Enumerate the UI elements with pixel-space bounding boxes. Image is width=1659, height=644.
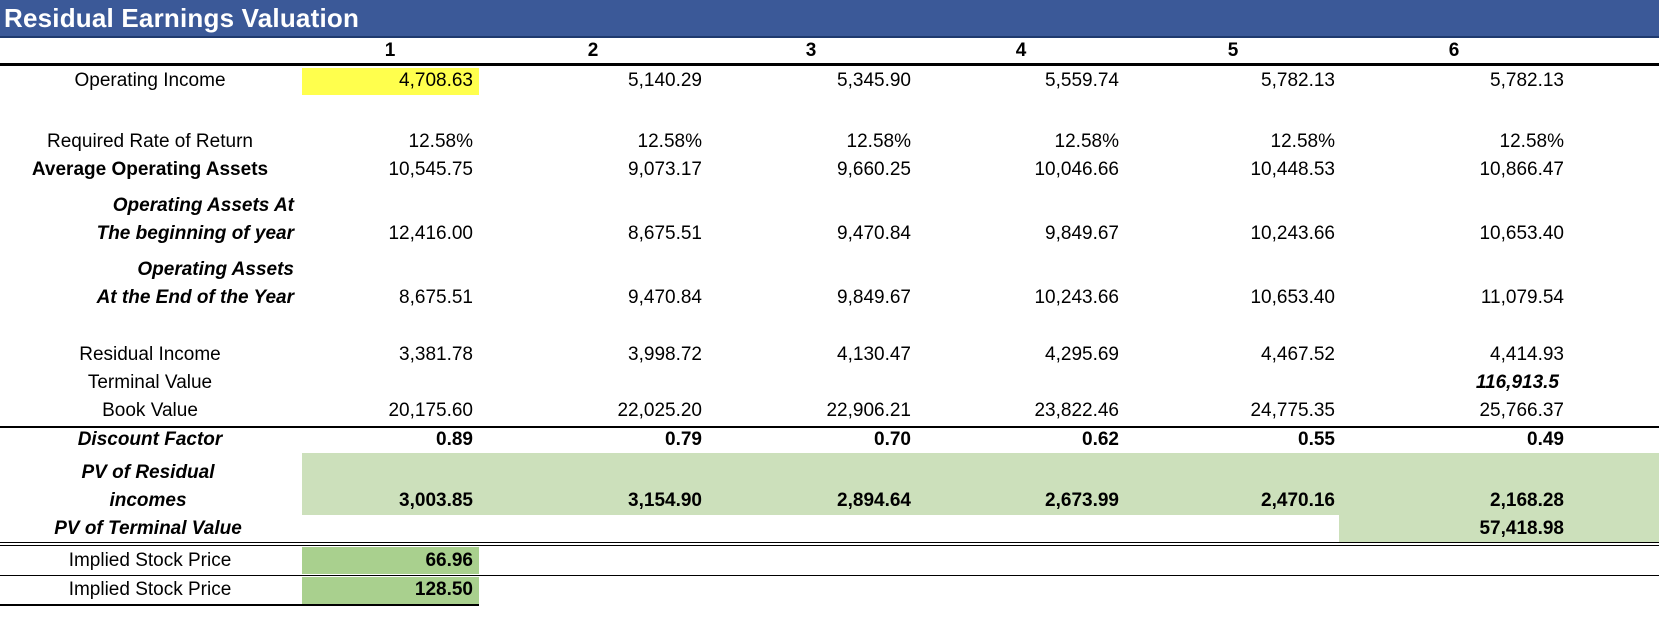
assets-begin-5: 10,243.66 — [1250, 223, 1335, 244]
required-return-4: 12.58% — [1054, 131, 1119, 152]
residual-income-6: 4,414.93 — [1490, 344, 1564, 365]
operating-income-6: 5,782.13 — [1490, 70, 1564, 91]
operating-income-2: 5,140.29 — [628, 70, 702, 91]
assets-end-5: 10,653.40 — [1250, 287, 1335, 308]
col-header-3: 3 — [805, 40, 817, 61]
residual-income-5: 4,467.52 — [1261, 344, 1335, 365]
assets-end-4: 10,243.66 — [1034, 287, 1119, 308]
required-return-label: Required Rate of Return — [47, 131, 253, 152]
required-return-2: 12.58% — [637, 131, 702, 152]
book-value-4: 23,822.46 — [1034, 400, 1119, 421]
assets-end-3: 9,849.67 — [837, 287, 911, 308]
price-2-rule — [0, 604, 479, 606]
assets-end-label-1: Operating Assets — [137, 259, 294, 280]
residual-income-4: 4,295.69 — [1045, 344, 1119, 365]
required-return-6: 12.58% — [1499, 131, 1564, 152]
col-header-1: 1 — [384, 40, 396, 61]
discount-factor-6: 0.49 — [1527, 429, 1564, 450]
pv-terminal-label: PV of Terminal Value — [54, 518, 242, 539]
avg-assets-3: 9,660.25 — [837, 159, 911, 180]
operating-income-highlight — [302, 68, 479, 95]
book-value-5: 24,775.35 — [1250, 400, 1335, 421]
discount-factor-1: 0.89 — [436, 429, 473, 450]
assets-end-6: 11,079.54 — [1480, 287, 1564, 308]
pv-terminal-6: 57,418.98 — [1479, 518, 1564, 539]
assets-end-1: 8,675.51 — [399, 287, 473, 308]
residual-income-2: 3,998.72 — [628, 344, 702, 365]
discount-factor-4: 0.62 — [1082, 429, 1119, 450]
pv-residual-label-2: incomes — [109, 490, 187, 511]
pv-residual-2: 3,154.90 — [628, 490, 702, 511]
pv-residual-3: 2,894.64 — [837, 490, 911, 511]
terminal-value-label: Terminal Value — [87, 372, 213, 393]
discount-factor-3: 0.70 — [874, 429, 911, 450]
assets-begin-label-2: The beginning of year — [96, 223, 294, 244]
book-value-rule — [0, 426, 1659, 428]
assets-begin-6: 10,653.40 — [1479, 223, 1564, 244]
pv-residual-label-1: PV of Residual — [81, 462, 215, 483]
residual-income-1: 3,381.78 — [399, 344, 473, 365]
pv-residual-5: 2,470.16 — [1261, 490, 1335, 511]
col-header-4: 4 — [1015, 40, 1027, 61]
pv-residual-4: 2,673.99 — [1045, 490, 1119, 511]
avg-assets-label: Average Operating Assets — [31, 159, 269, 180]
pv-residual-fill — [302, 453, 1659, 515]
pv-residual-1: 3,003.85 — [399, 490, 473, 511]
sheet-title: Residual Earnings Valuation — [4, 3, 360, 33]
double-rule-top — [0, 542, 1659, 543]
implied-price-1-label: Implied Stock Price — [68, 550, 232, 571]
book-value-3: 22,906.21 — [826, 400, 911, 421]
assets-begin-3: 9,470.84 — [837, 223, 911, 244]
price-1-rule — [0, 575, 1659, 576]
book-value-2: 22,025.20 — [617, 400, 702, 421]
discount-factor-label: Discount Factor — [77, 429, 223, 450]
assets-end-2: 9,470.84 — [628, 287, 702, 308]
operating-income-label: Operating Income — [74, 70, 226, 91]
residual-income-3: 4,130.47 — [837, 344, 911, 365]
required-return-3: 12.58% — [846, 131, 911, 152]
book-value-label: Book Value — [102, 400, 198, 421]
avg-assets-1: 10,545.75 — [388, 159, 473, 180]
book-value-1: 20,175.60 — [388, 400, 473, 421]
pv-terminal-fill — [1339, 515, 1659, 542]
operating-income-1: 4,708.63 — [399, 70, 473, 91]
required-return-5: 12.58% — [1270, 131, 1335, 152]
implied-price-2-fill — [302, 577, 479, 604]
operating-income-3: 5,345.90 — [837, 70, 911, 91]
avg-assets-4: 10,046.66 — [1034, 159, 1119, 180]
col-header-5: 5 — [1227, 40, 1239, 61]
residual-income-label: Residual Income — [79, 344, 221, 365]
avg-assets-2: 9,073.17 — [628, 159, 702, 180]
operating-income-5: 5,782.13 — [1261, 70, 1335, 91]
implied-price-2-value: 128.50 — [414, 579, 473, 600]
title-bar: Residual Earnings Valuation — [0, 0, 1659, 38]
double-rule-bottom — [0, 545, 1659, 546]
col-header-6: 6 — [1448, 40, 1460, 61]
discount-factor-2: 0.79 — [665, 429, 702, 450]
assets-begin-2: 8,675.51 — [628, 223, 702, 244]
implied-price-2-label: Implied Stock Price — [68, 579, 232, 600]
assets-end-label-2: At the End of the Year — [96, 287, 294, 308]
book-value-6: 25,766.37 — [1479, 400, 1564, 421]
col-header-2: 2 — [587, 40, 599, 61]
operating-income-4: 5,559.74 — [1045, 70, 1119, 91]
implied-price-1-fill — [302, 547, 479, 574]
avg-assets-6: 10,866.47 — [1479, 159, 1564, 180]
assets-begin-4: 9,849.67 — [1045, 223, 1119, 244]
discount-factor-5: 0.55 — [1298, 429, 1335, 450]
terminal-value-6: 116,913.5 — [1475, 372, 1559, 393]
assets-begin-label-1: Operating Assets At — [112, 195, 294, 216]
pv-residual-6: 2,168.28 — [1490, 490, 1564, 511]
implied-price-1-value: 66.96 — [425, 550, 473, 571]
assets-begin-1: 12,416.00 — [388, 223, 473, 244]
header-rule — [0, 63, 1659, 66]
avg-assets-5: 10,448.53 — [1250, 159, 1335, 180]
required-return-1: 12.58% — [408, 131, 473, 152]
